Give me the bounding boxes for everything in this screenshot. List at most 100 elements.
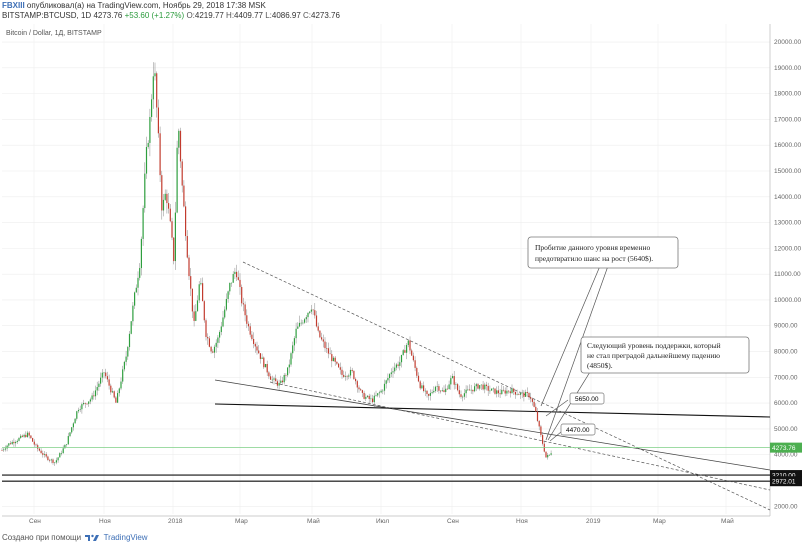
candle-body — [516, 394, 518, 396]
candle-body — [202, 283, 204, 302]
candle-body — [304, 319, 306, 323]
y-tick-label: 17000.00 — [774, 116, 801, 123]
candle-body — [123, 361, 125, 370]
candle-body — [49, 460, 51, 461]
chart-grid — [2, 24, 771, 517]
price-change: +53.60 (+1.27%) — [124, 11, 185, 20]
candle-body — [230, 282, 233, 284]
candle-body — [96, 387, 98, 391]
close-value: 4273.76 — [311, 11, 340, 20]
candle-body — [465, 389, 467, 394]
y-tick-label: 10000.00 — [774, 297, 801, 304]
callout-5650[interactable]: 5650.00 — [545, 392, 605, 417]
candle-body — [297, 326, 299, 329]
annotation-1[interactable]: Пробитие данного уровня временно предотв… — [527, 236, 679, 441]
symbol-name[interactable]: BITSTAMP:BTCUSD, 1D — [2, 11, 92, 20]
candle-body — [23, 434, 25, 437]
candle-body — [389, 374, 391, 379]
candle-body — [84, 402, 86, 404]
candle-body — [227, 291, 229, 299]
price-axis[interactable]: 2000.003000.004000.005000.006000.007000.… — [774, 39, 801, 510]
candle-body — [416, 367, 418, 376]
candle-body — [424, 390, 426, 392]
author-name[interactable]: FBXIII — [2, 1, 25, 10]
candle-body — [334, 357, 336, 362]
x-tick-label: Июл — [376, 518, 389, 525]
candle-body — [15, 442, 17, 444]
trendline-channel-dashed[interactable] — [269, 381, 771, 491]
candle-body — [331, 354, 333, 362]
candle-body — [494, 388, 496, 394]
candle-body — [37, 445, 39, 449]
candle-body — [548, 454, 550, 456]
candle-body — [117, 393, 119, 403]
candle-body — [161, 175, 163, 211]
y-tick-label: 15000.00 — [774, 168, 801, 175]
candle-body — [168, 203, 170, 209]
callout-5650-label: 5650.00 — [575, 396, 599, 403]
candle-body — [164, 193, 166, 200]
candle-body — [275, 378, 277, 382]
trendline-lower-solid[interactable] — [214, 379, 771, 471]
candle-body — [533, 401, 535, 407]
candle-body — [411, 350, 413, 356]
candle-body — [290, 353, 292, 365]
y-tick-label: 2000.00 — [774, 503, 798, 510]
candle-body — [338, 363, 340, 368]
support-line-5900[interactable] — [214, 403, 771, 418]
support-levels[interactable] — [2, 474, 770, 482]
candle-body — [480, 384, 482, 386]
candle-body — [395, 364, 397, 368]
candle-body — [451, 376, 454, 379]
candle-body — [314, 310, 316, 316]
candle-body — [535, 406, 537, 412]
candle-body — [237, 277, 239, 280]
candle-body — [348, 375, 350, 377]
candle-body — [487, 385, 489, 391]
candle-body — [111, 391, 114, 393]
candle-body — [497, 390, 499, 394]
candle-body — [373, 395, 375, 403]
candle-body — [220, 326, 222, 333]
footer-created-with: Создано при помощи — [2, 533, 82, 542]
candle-body — [349, 369, 352, 376]
footer-brand[interactable]: TradingView — [103, 533, 148, 542]
price-tag — [770, 442, 802, 453]
candle-body — [417, 375, 420, 382]
candle-body — [434, 386, 437, 391]
candle-body — [436, 386, 438, 387]
trend-lines[interactable] — [214, 261, 771, 511]
candle-body — [219, 332, 221, 338]
candle-body — [154, 73, 156, 77]
candle-body — [263, 357, 265, 368]
candle-body — [295, 328, 297, 339]
candle-body — [176, 147, 178, 213]
candle-body — [319, 330, 321, 338]
candle-body — [91, 395, 93, 400]
candle-body — [59, 453, 61, 458]
candle-body — [151, 99, 153, 117]
candle-body — [281, 380, 284, 383]
candle-body — [268, 372, 270, 377]
candle-body — [25, 434, 27, 437]
candlestick-series — [1, 62, 552, 466]
candle-body — [105, 372, 107, 377]
candle-body — [499, 393, 501, 395]
high-value: 4409.77 — [234, 11, 263, 20]
time-axis[interactable]: Сен Ноя 2018 Мар Май Июл Сен Ноя 2019 Мар Май — [29, 517, 734, 525]
candle-body — [404, 350, 406, 353]
candle-body — [288, 364, 290, 368]
candle-body — [370, 398, 372, 400]
annotation-2[interactable]: Следующий уровень поддержки, который не … — [547, 336, 750, 441]
y-tick-label: 4000.00 — [774, 452, 798, 459]
open-value: 4219.77 — [194, 11, 224, 20]
candle-body — [368, 395, 370, 400]
candle-body — [40, 450, 42, 454]
x-tick-label: Сен — [447, 518, 459, 525]
callout-4470[interactable]: 4470.00 — [549, 423, 596, 442]
candle-body — [185, 206, 187, 237]
candle-body — [215, 342, 217, 347]
candle-body — [355, 378, 357, 382]
candle-body — [134, 292, 136, 306]
trendline-upper-dashed[interactable] — [242, 261, 771, 511]
